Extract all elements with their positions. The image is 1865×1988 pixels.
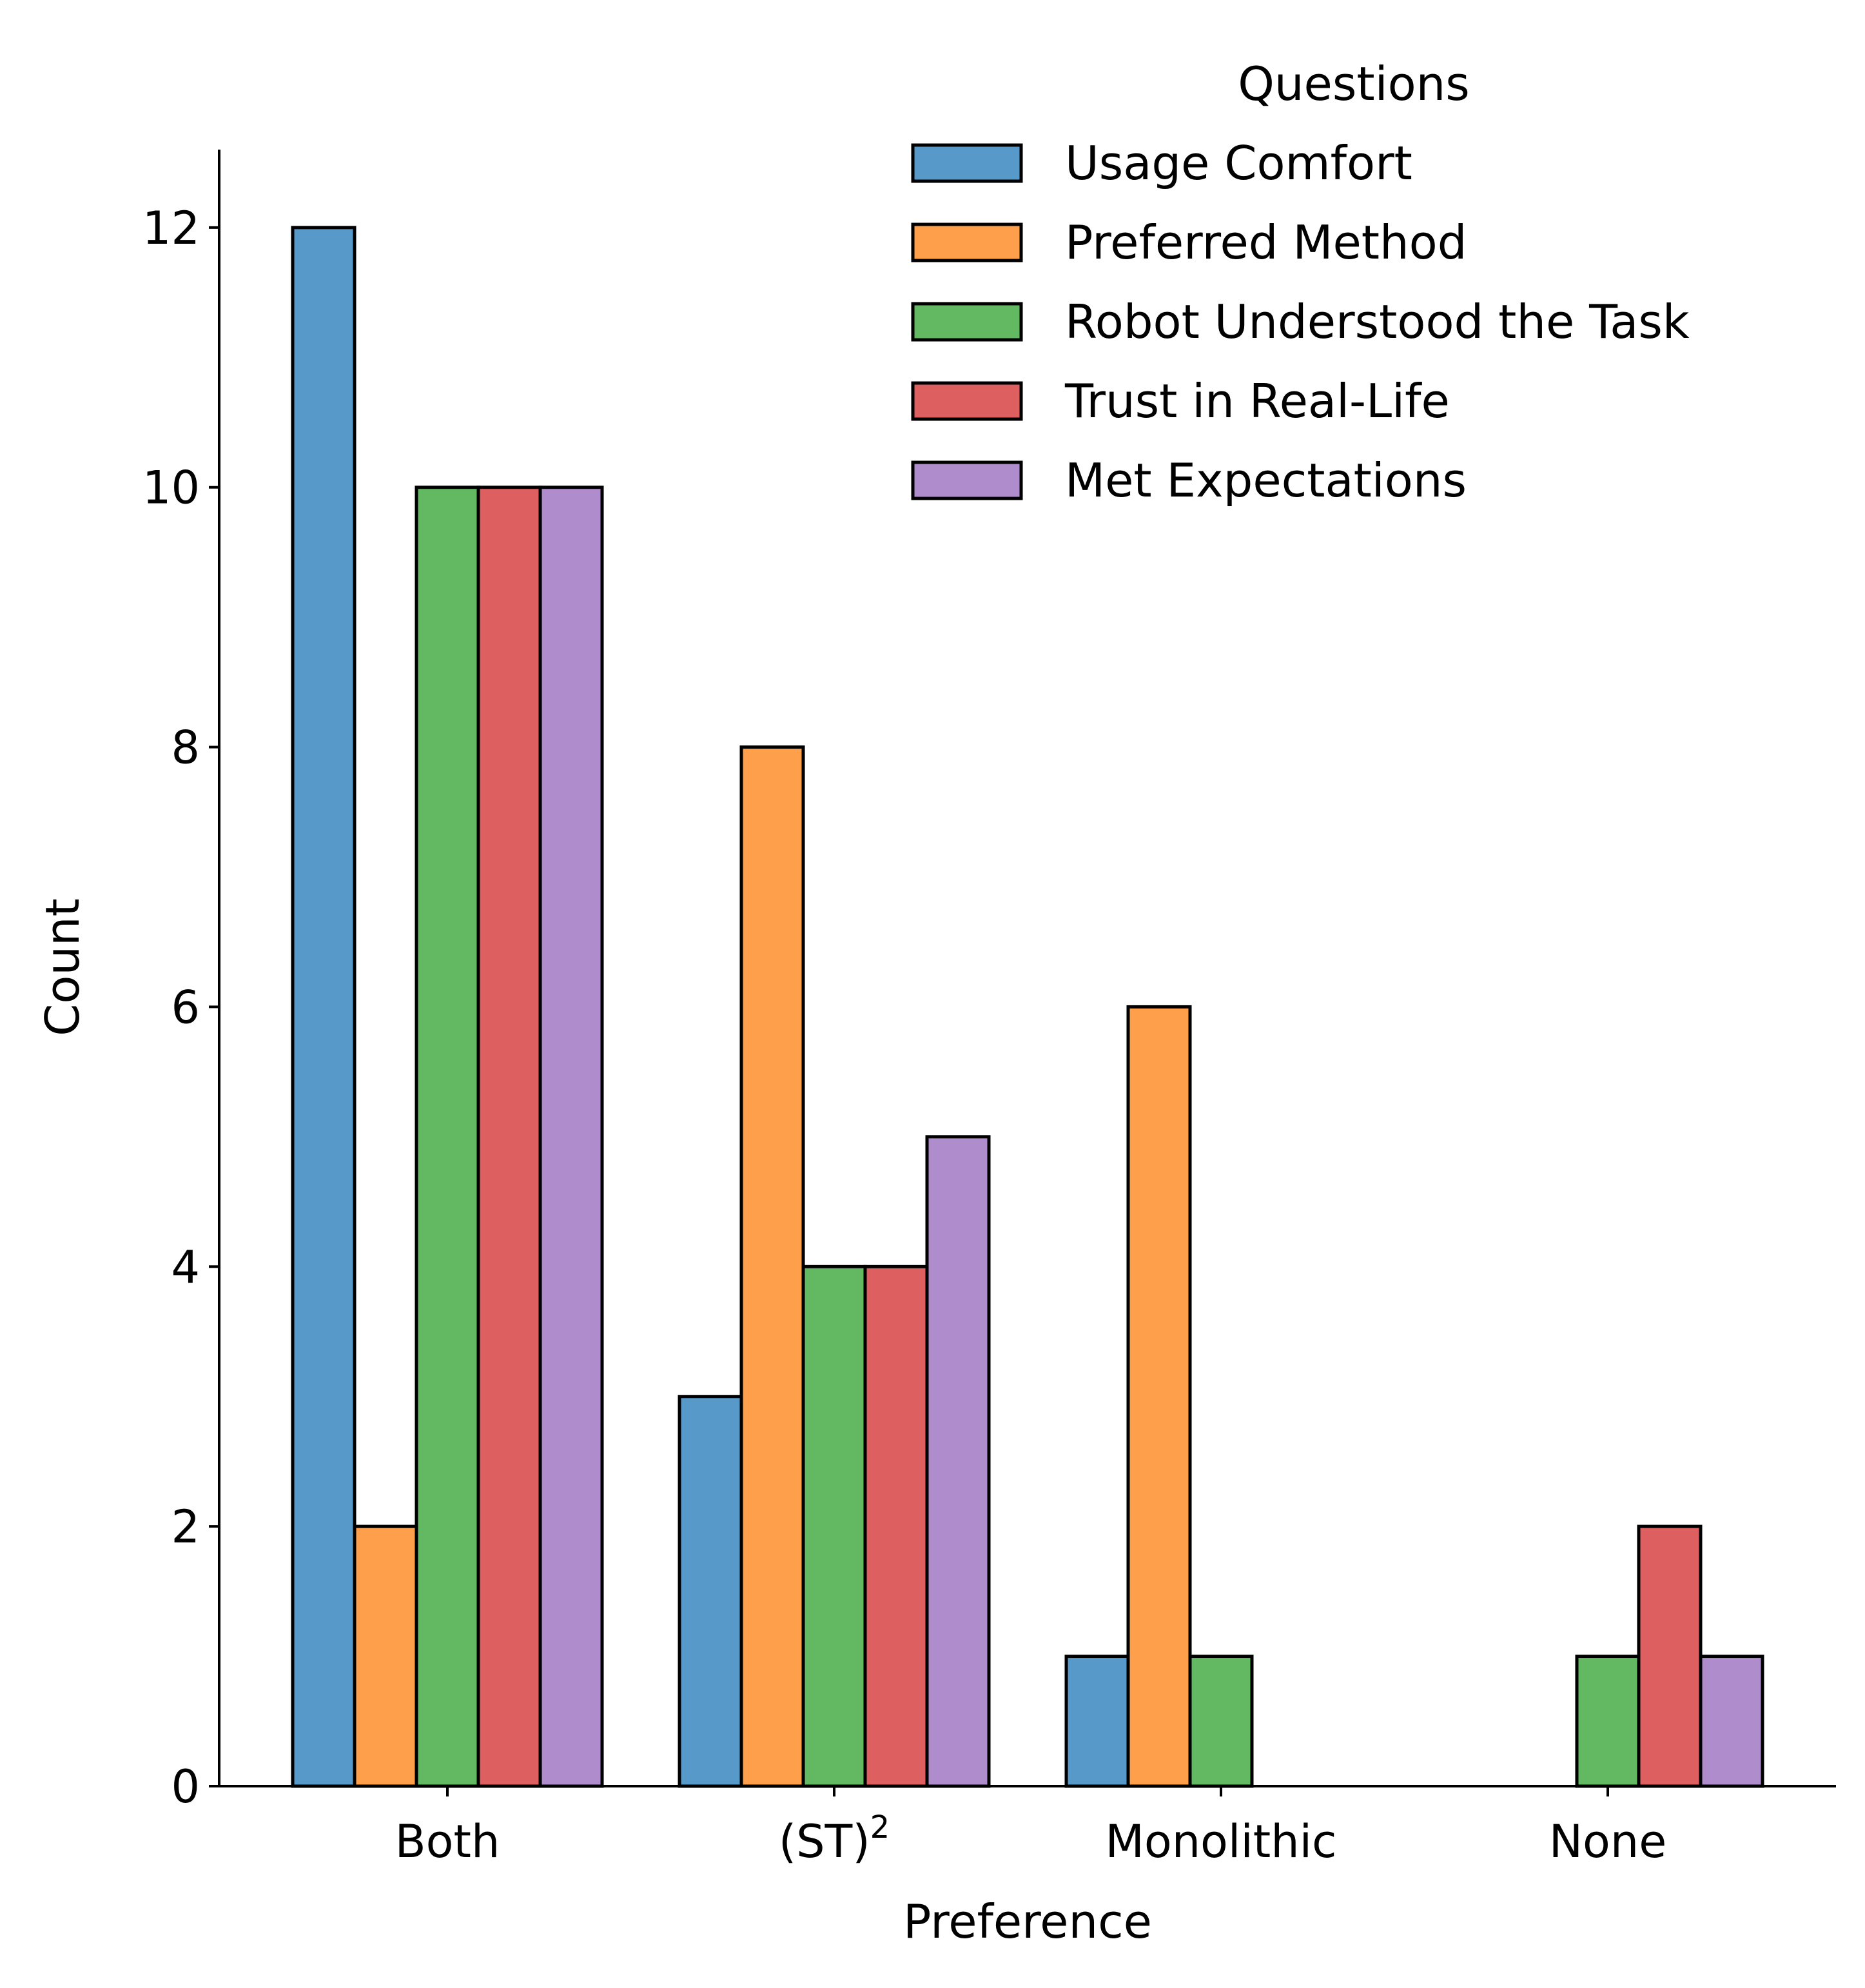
legend-label: Robot Understood the Task bbox=[1065, 295, 1690, 349]
bar-preferred-method-1 bbox=[739, 745, 805, 1788]
x-axis-label: Preference bbox=[903, 1895, 1152, 1949]
x-tick-label-superscript: 2 bbox=[870, 1809, 890, 1845]
x-tick-label-text: None bbox=[1549, 1815, 1667, 1868]
bar-trust-in-real-life-1 bbox=[863, 1265, 929, 1788]
bar-usage-comfort-0 bbox=[291, 226, 356, 1788]
y-tick-label: 10 bbox=[142, 462, 200, 515]
x-tick-label: Both bbox=[395, 1815, 500, 1868]
bar-robot-understood-the-task-2 bbox=[1188, 1655, 1254, 1788]
bar-trust-in-real-life-3 bbox=[1637, 1524, 1703, 1788]
x-ticks: Both (ST)2 Monolithic None bbox=[395, 1786, 1667, 1868]
legend-label: Trust in Real-Life bbox=[1064, 374, 1450, 428]
y-tick-label: 12 bbox=[142, 202, 200, 255]
legend: Questions Usage Comfort Preferred Method R… bbox=[911, 57, 1690, 507]
bar-met-expectations-0 bbox=[538, 486, 604, 1788]
bar-trust-in-real-life-0 bbox=[476, 486, 542, 1788]
y-tick-label: 4 bbox=[171, 1241, 200, 1294]
y-tick-label: 0 bbox=[171, 1760, 200, 1813]
legend-swatch-usage-comfort bbox=[911, 143, 1023, 183]
x-tick-label-text: Monolithic bbox=[1105, 1815, 1336, 1868]
legend-items: Usage Comfort Preferred Method Robot Under… bbox=[911, 136, 1690, 507]
legend-label: Usage Comfort bbox=[1065, 136, 1412, 190]
y-tick-label: 8 bbox=[171, 722, 200, 774]
y-tick-label: 2 bbox=[171, 1501, 200, 1553]
x-tick-label: (ST)2 bbox=[779, 1809, 890, 1868]
bar-robot-understood-the-task-0 bbox=[415, 486, 480, 1788]
axes-layer bbox=[218, 150, 1836, 1787]
legend-swatch-met-expectations bbox=[911, 460, 1023, 500]
legend-title: Questions bbox=[1238, 57, 1470, 111]
bar-met-expectations-1 bbox=[925, 1135, 991, 1788]
x-tick-label-text: Both bbox=[395, 1815, 500, 1868]
y-tick-label: 6 bbox=[171, 981, 200, 1034]
legend-label: Met Expectations bbox=[1065, 453, 1467, 507]
legend-swatch-robot-understood-the-task bbox=[911, 302, 1023, 342]
x-tick-label-text: (ST) bbox=[779, 1815, 870, 1868]
y-axis-label: Count bbox=[35, 898, 90, 1036]
bars-layer bbox=[291, 226, 1764, 1788]
bar-met-expectations-3 bbox=[1699, 1655, 1764, 1788]
legend-label: Preferred Method bbox=[1065, 215, 1467, 270]
y-ticks: 0 2 4 6 8 10 12 bbox=[142, 202, 219, 1813]
bar-preferred-method-0 bbox=[353, 1524, 418, 1788]
x-tick-label: None bbox=[1549, 1815, 1667, 1868]
bar-robot-understood-the-task-3 bbox=[1575, 1655, 1641, 1788]
bar-robot-understood-the-task-1 bbox=[801, 1265, 867, 1788]
bar-preferred-method-2 bbox=[1126, 1005, 1192, 1788]
bar-usage-comfort-2 bbox=[1064, 1655, 1130, 1788]
x-tick-label: Monolithic bbox=[1105, 1815, 1336, 1868]
bar-usage-comfort-1 bbox=[678, 1395, 743, 1788]
legend-swatch-trust-in-real-life bbox=[911, 381, 1023, 421]
legend-swatch-preferred-method bbox=[911, 222, 1023, 262]
